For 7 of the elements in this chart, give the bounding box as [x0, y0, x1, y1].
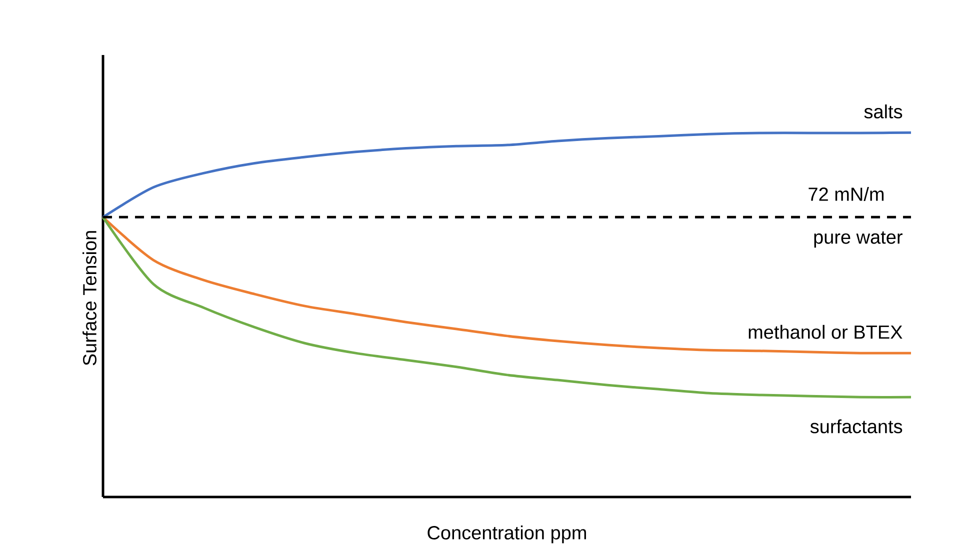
x-axis-title: Concentration ppm	[428, 526, 586, 544]
series-label: methanol or BTEX	[748, 324, 902, 339]
annotation: pure water	[814, 231, 902, 248]
series-label: salts	[864, 104, 902, 118]
series-label: surfactants	[810, 419, 902, 434]
ref-line-label: 72 mN/m	[808, 186, 884, 201]
y-axis-title: Surface Tension	[82, 231, 96, 366]
